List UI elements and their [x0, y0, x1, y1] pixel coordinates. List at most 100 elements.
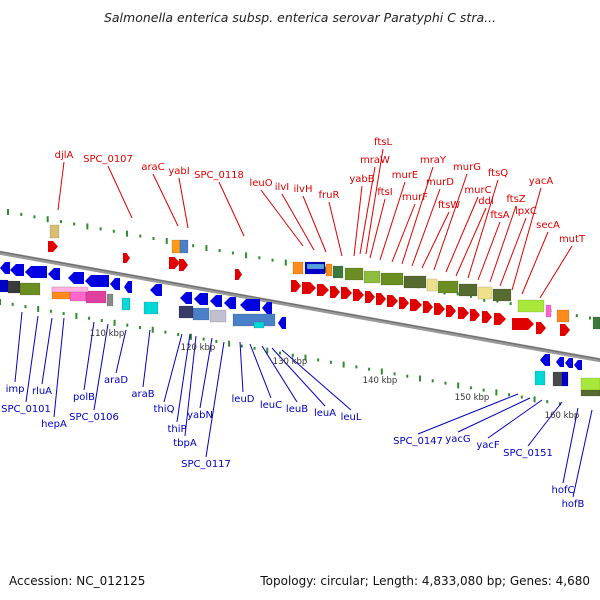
leader-line [199, 337, 213, 409]
reverse-gene-label: araB [131, 389, 154, 400]
gc-tick-lower [520, 395, 523, 399]
feature-block [253, 321, 265, 329]
feature-block [545, 304, 552, 318]
leader-line [41, 317, 53, 385]
forward-gene-label: djlA [55, 150, 74, 161]
scale-labels: 110 kbp 120 kbp 130 kbp 140 kbp 150 kbp 160 k… [90, 329, 580, 421]
reverse-gene-label: polB [73, 392, 95, 403]
leader-line [115, 329, 127, 374]
label-leader-lines [14, 148, 593, 498]
cds-arrow [85, 275, 109, 287]
gc-tick-lower [113, 319, 116, 326]
backbone-edge [0, 251, 600, 360]
feature-block [363, 270, 381, 284]
scale-label: 160 kbp [545, 411, 580, 421]
feature-block [121, 297, 131, 311]
leader-line [261, 345, 298, 403]
cds-arrow [446, 305, 456, 317]
leader-line [25, 315, 39, 403]
cds-arrow [556, 357, 564, 367]
forward-gene-label: ftsI [377, 187, 392, 198]
reverse-gene-label: leuB [286, 404, 308, 415]
forward-gene-label: ftsW [438, 200, 460, 211]
feature-block [517, 299, 545, 313]
gc-tick-lower [24, 305, 27, 309]
leader-line [511, 187, 542, 291]
cds-arrow [123, 253, 130, 263]
feature-block [552, 371, 564, 387]
gc-tick-lower [546, 400, 549, 404]
leader-line [401, 166, 434, 265]
gc-tick-upper [258, 256, 261, 260]
reverse-gene-label: leuC [260, 400, 282, 411]
cds-arrow [458, 307, 469, 319]
feature-block [332, 265, 344, 279]
gc-tick-lower [355, 365, 358, 369]
gc-tick-upper [284, 259, 287, 266]
feature-block [306, 263, 325, 270]
forward-gene-label: ilvH [294, 184, 313, 195]
organism-title: Salmonella enterica subsp. enterica sero… [103, 10, 497, 25]
feature-block [458, 283, 478, 297]
forward-gene-label: mraW [360, 155, 390, 166]
gc-tick-lower [240, 344, 243, 348]
gc-tick-lower [317, 358, 320, 362]
gc-tick-upper [456, 292, 459, 296]
feature-block [171, 239, 181, 254]
gc-tick-lower [431, 379, 434, 383]
forward-gene-label: yabB [349, 174, 374, 185]
genome-backbone [0, 250, 600, 363]
cds-arrow [25, 266, 47, 278]
reverse-gene-label: araD [104, 375, 128, 386]
cds-arrow [180, 292, 192, 304]
gc-tick-lower [139, 326, 141, 329]
leader-line [14, 311, 23, 383]
gc-tick-upper [469, 294, 472, 298]
cds-arrow [560, 324, 570, 336]
gc-tick-upper [33, 215, 36, 219]
cds-arrow [330, 286, 340, 298]
gc-tick-lower [228, 340, 231, 347]
leader-line [467, 179, 499, 279]
gc-tick-lower [215, 339, 218, 343]
gc-tick-upper [99, 227, 102, 231]
leader-line [379, 181, 406, 261]
reverse-gene-label: yabN [187, 410, 213, 421]
reverse-gene-label: hofB [562, 499, 585, 510]
cds-arrow [48, 241, 58, 252]
reverse-gene-label: SPC_0147 [393, 436, 443, 447]
scale-label: 110 kbp [90, 329, 125, 339]
gc-tick-upper [509, 302, 512, 306]
cds-arrow [48, 268, 60, 280]
cds-arrow [262, 302, 272, 314]
forward-gene-label: fruR [319, 190, 340, 201]
feature-block [192, 307, 210, 321]
leader-line [281, 349, 352, 411]
leader-line [184, 335, 197, 437]
leader-line [489, 205, 517, 283]
gc-tick-lower [469, 386, 472, 390]
cds-arrow [110, 278, 120, 290]
reverse-gene-label: tbpA [173, 438, 197, 449]
reverse-gene-label: leuL [341, 412, 362, 423]
feature-block [477, 286, 493, 300]
cds-arrow [169, 257, 180, 269]
cds-arrow [124, 281, 132, 293]
gc-tick-lower [49, 309, 52, 313]
cds-arrow [194, 293, 208, 305]
gc-tick-upper [192, 244, 195, 248]
cds-arrow [210, 295, 222, 307]
cds-arrow [574, 360, 582, 370]
reverse-gene-label: SPC_0106 [69, 412, 119, 423]
forward-gene-label: yabI [168, 166, 189, 177]
gc-tick-lower [164, 330, 167, 334]
leader-line [93, 323, 109, 411]
leader-line [365, 148, 384, 255]
leader-line [369, 198, 386, 259]
forward-gene-label: ftsA [490, 210, 509, 221]
cds-arrow [494, 313, 506, 325]
gc-tick-lower [495, 389, 498, 396]
leader-line [152, 173, 179, 227]
cds-arrow [224, 297, 236, 309]
reverse-gene-label: SPC_0151 [503, 448, 553, 459]
